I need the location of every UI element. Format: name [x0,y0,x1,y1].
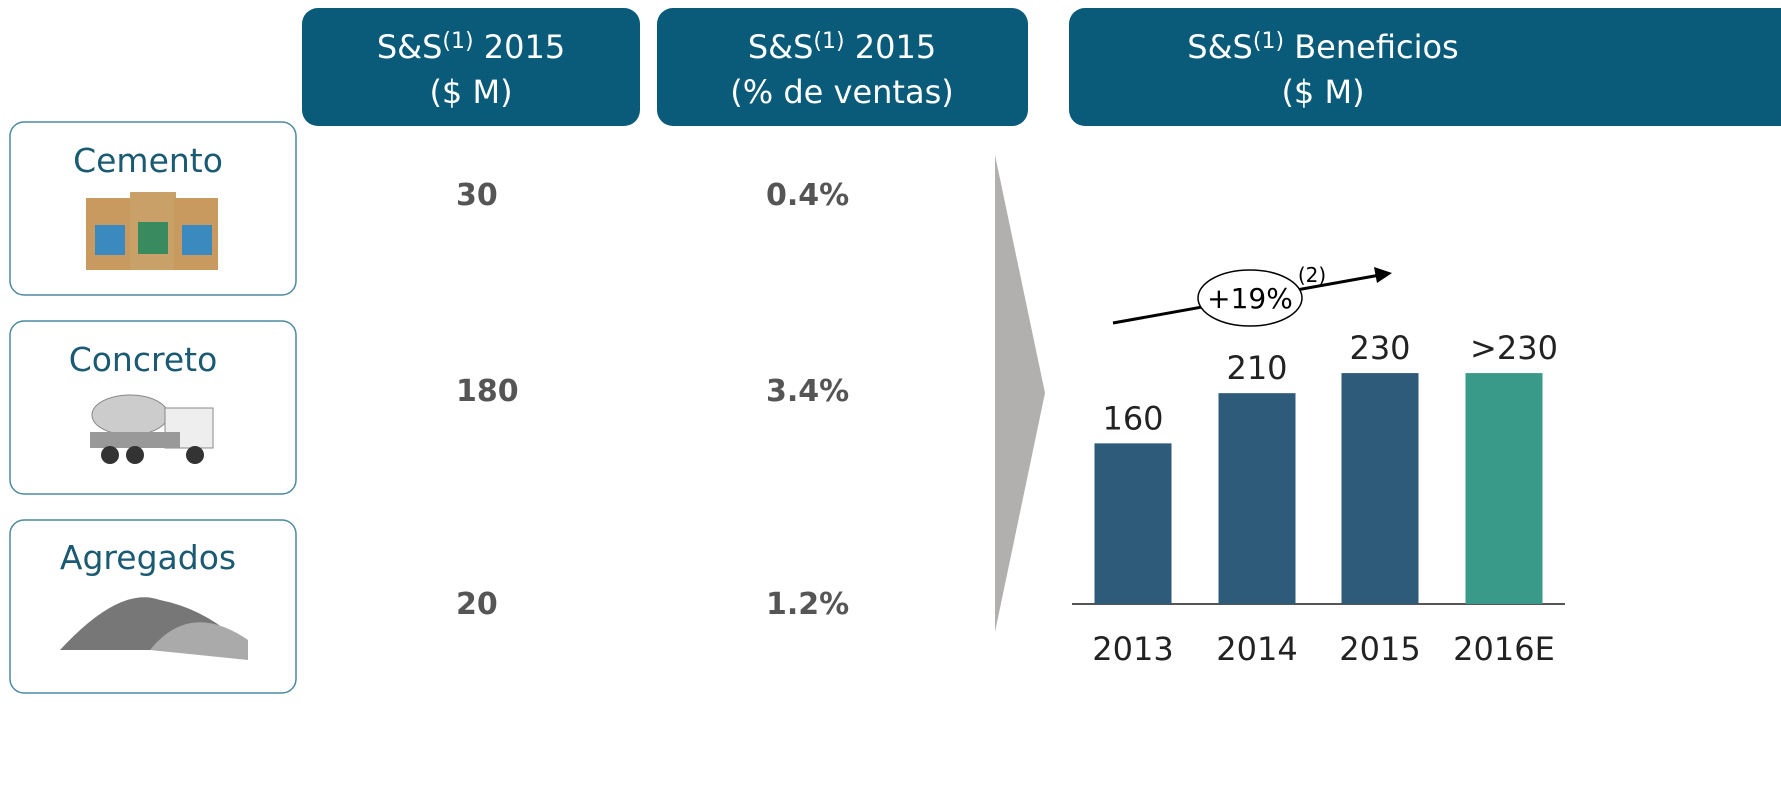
header-line: ($ M) [1281,73,1364,111]
value-label: 160 [1102,399,1163,437]
bar [1219,393,1296,604]
value-label: 230 [1349,329,1410,367]
share: 3.4% [766,374,849,409]
bar [1466,373,1543,604]
arrow-head [1374,267,1392,283]
header-box [1069,8,1781,126]
x-tick-label: 2016E [1453,630,1555,668]
amount: 180 [456,374,519,409]
header-note: (1) [813,29,844,54]
header-line: (% de ventas) [730,73,953,111]
header-text: 2015 [845,28,937,66]
share: 1.2% [766,587,849,622]
header-note: (1) [1253,29,1284,54]
header-text: S&S [1187,28,1253,66]
header-line: S&S(1) Beneficios [1187,28,1458,66]
header-note: (1) [442,29,473,54]
amount: 30 [456,178,498,213]
bar [1342,373,1419,604]
row-label: Agregados [60,538,236,577]
share: 0.4% [766,178,849,213]
x-tick-label: 2014 [1216,630,1297,668]
bar [1095,443,1172,604]
row-label: Concreto [69,340,218,379]
footnote-ref: (2) [1298,263,1326,287]
x-tick-label: 2015 [1339,630,1420,668]
slide: +19% (2) S&S(1) 2015($ M)S&S(1) 2015(% d… [0,0,1781,785]
row-label: Cemento [73,141,223,180]
chevron [995,155,1045,632]
header-text: Beneficios [1284,28,1459,66]
cagr: +19% [1207,282,1293,315]
value-label: >230 [1470,329,1558,367]
cement-bags [86,192,218,270]
header-text: 2015 [474,28,566,66]
header-text: S&S [377,28,443,66]
header-text: S&S [748,28,814,66]
header-line: ($ M) [429,73,512,111]
x-tick-label: 2013 [1092,630,1173,668]
value-label: 210 [1226,349,1287,387]
amount: 20 [456,587,498,622]
